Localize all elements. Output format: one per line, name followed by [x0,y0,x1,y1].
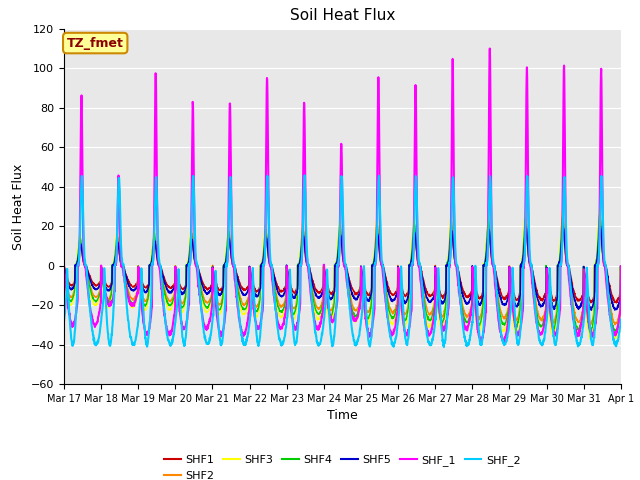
SHF3 [358,288,366,294]
SHF_2 [359,302,367,308]
SHF5 [596,223,604,228]
SHF_2 [568,303,576,309]
SHF_1 [358,280,366,286]
SHF_1 [568,305,576,311]
Line: SHF5: SHF5 [64,226,621,310]
SHF2 [60,265,68,271]
SHF_1 [617,263,625,269]
SHF2 [504,305,512,311]
SHF3 [583,317,591,323]
SHF5 [583,293,591,299]
Line: SHF_1: SHF_1 [64,48,621,342]
SHF3 [617,274,625,279]
SHF1 [617,263,625,269]
SHF2 [617,266,625,272]
SHF3 [596,204,604,210]
SHF_2 [371,262,379,267]
SHF1 [60,262,68,268]
SHF2 [583,306,591,312]
SHF5 [60,264,68,269]
SHF5 [371,258,378,264]
SHF4 [504,309,512,314]
Line: SHF4: SHF4 [64,215,621,332]
SHF2 [371,256,378,262]
Line: SHF1: SHF1 [64,229,621,303]
Text: TZ_fmet: TZ_fmet [67,36,124,49]
SHF_1 [477,339,484,345]
SHF4 [371,253,378,259]
SHF5 [588,307,595,313]
SHF_1 [505,314,513,320]
Y-axis label: Soil Heat Flux: Soil Heat Flux [12,163,25,250]
SHF2 [216,302,223,308]
SHF1 [358,272,366,277]
SHF2 [596,215,604,221]
SHF3 [504,312,512,318]
Line: SHF2: SHF2 [64,218,621,325]
SHF_2 [584,282,591,288]
SHF3 [60,269,68,275]
SHF5 [504,294,512,300]
SHF5 [358,274,366,279]
SHF2 [611,322,619,328]
SHF_2 [216,330,223,336]
SHF_2 [440,344,448,350]
Legend: SHF1, SHF2, SHF3, SHF4, SHF5, SHF_1, SHF_2: SHF1, SHF2, SHF3, SHF4, SHF5, SHF_1, SHF… [160,451,525,480]
SHF1 [568,276,575,282]
SHF_1 [60,263,68,269]
SHF_1 [216,329,223,335]
X-axis label: Time: Time [327,409,358,422]
SHF_2 [617,316,625,322]
SHF4 [596,212,604,217]
SHF2 [568,289,575,295]
SHF3 [216,311,223,317]
Line: SHF_2: SHF_2 [64,175,621,347]
SHF_1 [584,308,591,314]
SHF4 [568,294,575,300]
SHF5 [617,265,625,271]
SHF4 [60,267,68,273]
SHF5 [216,292,223,298]
SHF4 [216,307,223,313]
SHF1 [216,287,223,292]
SHF4 [617,272,625,278]
Line: SHF3: SHF3 [64,207,621,339]
SHF1 [596,227,604,232]
SHF3 [586,336,594,342]
SHF1 [612,300,620,306]
SHF_2 [301,172,308,178]
SHF3 [371,248,378,253]
SHF_2 [60,318,68,324]
SHF4 [583,310,591,315]
SHF1 [583,287,591,292]
SHF2 [358,279,366,285]
SHF4 [587,329,595,335]
SHF4 [358,284,366,290]
SHF5 [568,282,575,288]
SHF1 [371,260,378,265]
Title: Soil Heat Flux: Soil Heat Flux [290,9,395,24]
SHF1 [504,290,512,296]
SHF3 [568,299,575,305]
SHF_1 [371,306,378,312]
SHF_2 [505,327,513,333]
SHF_1 [486,46,493,51]
